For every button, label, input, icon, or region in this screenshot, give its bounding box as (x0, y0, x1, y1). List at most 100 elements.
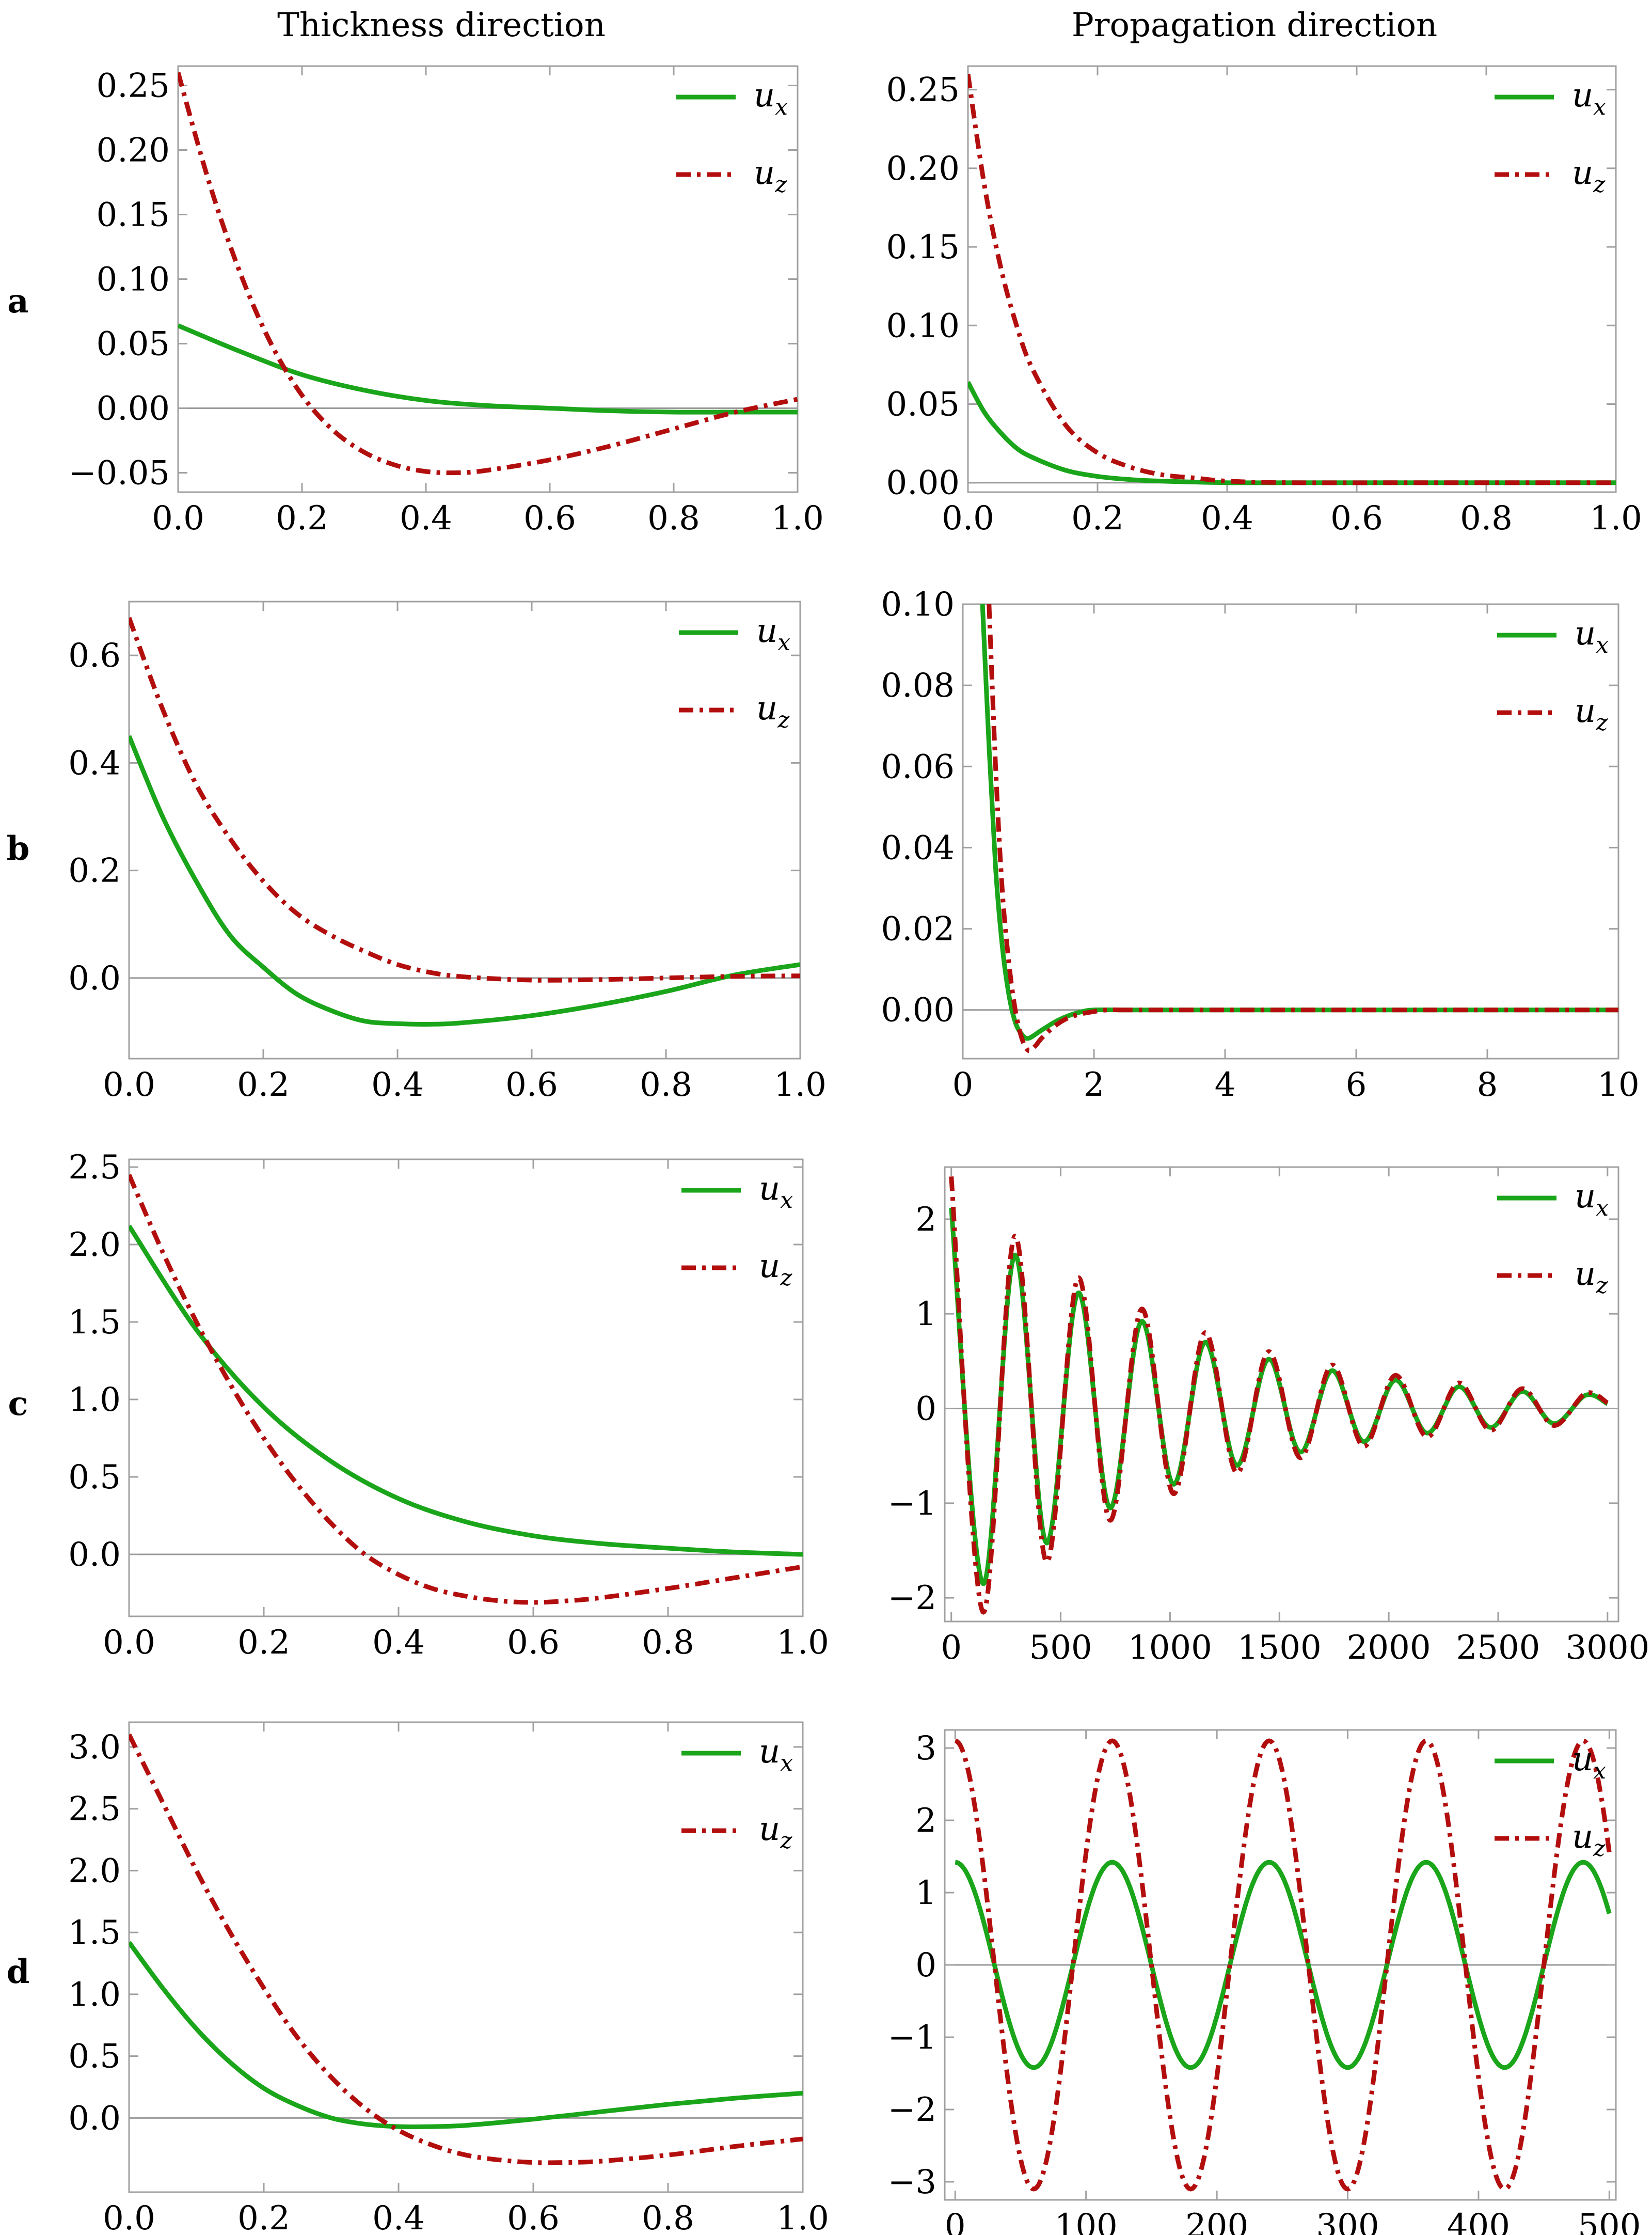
legend-subscript: x (780, 1750, 793, 1776)
x-tick-label: 10 (1597, 1066, 1639, 1104)
y-tick-label: 1.5 (68, 1914, 121, 1952)
legend-symbol: u (759, 1247, 780, 1285)
y-tick-label: 2 (915, 1802, 936, 1840)
series-line-ux (954, 1860, 1612, 2070)
y-tick-label: 0 (915, 1390, 936, 1428)
x-tick-label: 2 (1084, 1066, 1105, 1104)
series-line-ux (129, 1941, 803, 2130)
y-tick-label: 0.15 (97, 196, 170, 234)
x-tick-label: 0.8 (640, 1066, 692, 1104)
legend-subscript: x (780, 1187, 793, 1214)
legend-label-uz: uz (1575, 692, 1608, 736)
row-label-a: a (7, 282, 28, 321)
y-tick-label: 3 (915, 1729, 936, 1768)
x-tick-label: 0.8 (642, 2199, 694, 2235)
y-tick-label: 0.05 (886, 386, 960, 424)
legend-label-ux: ux (1572, 1740, 1606, 1784)
legend-label-uz: uz (759, 1247, 792, 1291)
y-tick-label: 3.0 (68, 1728, 121, 1767)
legend-symbol: u (1572, 1740, 1593, 1778)
legend-symbol: u (759, 1733, 780, 1771)
x-tick-label: 3000 (1565, 1629, 1649, 1667)
row-label-b: b (7, 829, 30, 868)
legend-subscript: z (1595, 710, 1608, 736)
x-tick-label: 1000 (1128, 1629, 1212, 1667)
y-tick-label: 0.0 (68, 959, 121, 998)
legend-label-uz: uz (1572, 1818, 1606, 1862)
legend-subscript: z (780, 1828, 792, 1854)
legend-symbol: u (759, 1810, 780, 1848)
panel-a-left: 0.0 0.2 0.4 0.6 0.8 1.0 −0.05 0.00 0.05 0.10 0.15 0… (69, 65, 824, 538)
row-label-d: d (7, 1953, 30, 1991)
x-tick-label: 1.0 (771, 499, 824, 538)
x-tick-label: 0.6 (523, 499, 576, 538)
x-tick-label: 0.2 (237, 2199, 290, 2235)
y-tick-label: −1 (888, 1485, 936, 1523)
x-tick-label: 1.0 (1590, 499, 1642, 538)
legend-symbol: u (1572, 1818, 1593, 1856)
plot-frame (967, 65, 1617, 493)
series-line-uz (129, 1174, 803, 1605)
legend-subscript: z (1593, 171, 1606, 198)
x-tick-label: 0.2 (276, 499, 328, 538)
y-tick-label: 2.0 (68, 1226, 121, 1264)
x-tick-label: 500 (1578, 2207, 1641, 2235)
legend-symbol: u (1572, 76, 1593, 115)
x-tick-label: 0.4 (1201, 499, 1253, 538)
x-tick-label: 0.2 (237, 1066, 290, 1104)
x-tick-label: 0.4 (372, 2199, 425, 2235)
y-tick-label: 0.0 (68, 2099, 121, 2137)
legend-label-uz: uz (759, 1810, 792, 1854)
x-tick-label: 300 (1316, 2207, 1379, 2235)
y-tick-label: −2 (888, 1579, 936, 1617)
x-tick-label: 6 (1346, 1066, 1367, 1104)
y-tick-label: 0.00 (886, 464, 960, 502)
series-line-uz (178, 72, 798, 476)
legend-symbol: u (754, 154, 775, 192)
x-tick-label: 0.0 (103, 1066, 155, 1104)
x-tick-label: 0.8 (1460, 499, 1513, 538)
legend-subscript: x (1596, 632, 1609, 658)
x-tick-label: 4 (1215, 1066, 1236, 1104)
y-tick-label: 0.5 (68, 2038, 121, 2076)
x-tick-label: 0.2 (237, 1624, 290, 1662)
plot-frame (177, 65, 799, 493)
legend-subscript: z (777, 707, 790, 733)
y-tick-label: 0.25 (886, 71, 960, 109)
x-tick-label: 1.0 (774, 1066, 827, 1104)
column-title-thickness: Thickness direction (277, 6, 606, 44)
series-line-uz (129, 617, 800, 983)
legend-symbol: u (759, 1170, 780, 1208)
x-tick-label: 0.6 (507, 2199, 560, 2235)
series-line-uz (949, 1176, 1609, 1615)
legend-label-uz: uz (1575, 1255, 1608, 1299)
legend-label-ux: ux (1575, 1177, 1609, 1221)
y-tick-label: 0.20 (886, 150, 960, 188)
x-tick-label: 0.6 (507, 1624, 560, 1662)
legend-subscript: x (775, 94, 788, 120)
x-tick-label: 1.0 (776, 1624, 829, 1662)
x-tick-label: 0.0 (103, 2199, 155, 2235)
legend-label-ux: ux (756, 612, 790, 656)
plot-frame (128, 1721, 804, 2193)
legend-symbol: u (1575, 1255, 1596, 1293)
x-tick-label: 500 (1029, 1629, 1092, 1667)
legend-subscript: x (777, 629, 790, 656)
y-tick-label: 0.25 (97, 67, 170, 105)
x-tick-label: 0.8 (642, 1624, 694, 1662)
legend-subscript: x (1593, 94, 1606, 120)
y-tick-label: 1 (915, 1874, 936, 1912)
y-tick-label: −2 (888, 2091, 936, 2129)
legend-symbol: u (754, 76, 775, 115)
y-tick-label: 0.2 (68, 852, 121, 890)
y-tick-label: 0.10 (886, 307, 960, 345)
y-tick-label: 0.00 (97, 390, 170, 428)
x-tick-label: 2000 (1347, 1629, 1431, 1667)
x-tick-label: 8 (1477, 1066, 1498, 1104)
y-tick-label: 1.5 (68, 1303, 121, 1342)
